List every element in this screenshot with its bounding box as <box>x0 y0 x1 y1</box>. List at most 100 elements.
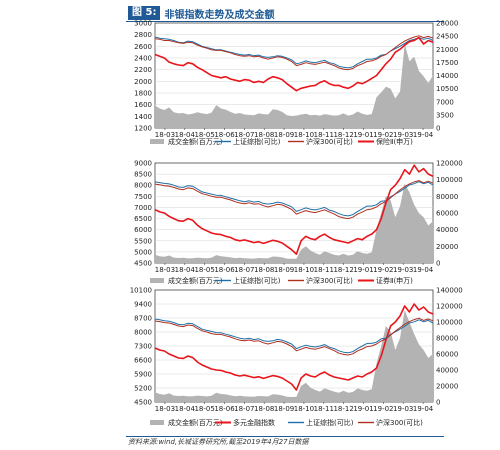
x-tick-label: 19-04 <box>413 131 434 139</box>
y-right-tick-label: 28000 <box>436 20 458 28</box>
x-tick-label: 18-07 <box>234 405 254 413</box>
x-tick-label: 18-10 <box>294 131 314 139</box>
legend-label: 保险Ⅱ(申万) <box>376 137 413 146</box>
figure-title: 非银指数走势及成交金额 <box>164 9 275 21</box>
x-tick-label: 18-10 <box>294 405 314 413</box>
x-tick-label: 18-11 <box>314 405 334 413</box>
y-right-tick-label: 14000 <box>436 72 458 80</box>
legend-label: 沪深300(可比) <box>376 418 423 427</box>
y-left-tick-label: 1200 <box>134 125 152 133</box>
y-right-tick-label: 20000 <box>436 383 458 391</box>
y-left-tick-label: 5500 <box>134 237 152 245</box>
y-left-tick-label: 10100 <box>130 287 152 295</box>
legend-label: 证券Ⅱ(申万) <box>376 276 413 285</box>
series-volume-area <box>155 183 433 263</box>
x-tick-label: 18-06 <box>214 131 235 139</box>
legend-label: 上证综指(可比) <box>306 418 354 427</box>
y-right-tick-label: 7000 <box>436 98 454 106</box>
y-left-tick-label: 2200 <box>134 66 152 74</box>
series-line-3 <box>154 164 434 255</box>
y-left-tick-label: 8000 <box>134 182 152 190</box>
y-left-tick-label: 2400 <box>134 55 152 63</box>
x-tick-label: 18-11 <box>314 131 334 139</box>
y-left-tick-label: 7000 <box>134 204 152 212</box>
header-rule <box>126 21 444 22</box>
x-tick-label: 18-11 <box>314 266 334 274</box>
series-line-3 <box>154 317 434 356</box>
x-tick-label: 18-03 <box>155 266 175 274</box>
y-left-tick-label: 4500 <box>134 399 152 407</box>
legend-swatch <box>150 278 164 283</box>
chart-panel-1: 1200 1400 1600 1800 2000 2200 2400 2600 2800 3000… <box>134 20 458 147</box>
y-right-tick-label: 0 <box>436 125 440 133</box>
y-left-tick-label: 4500 <box>134 260 152 268</box>
y-right-tick-label: 120000 <box>436 160 463 168</box>
y-left-tick-label: 2800 <box>134 31 152 39</box>
y-left-tick-label: 9400 <box>134 301 152 309</box>
x-tick-label: 18-08 <box>254 405 274 413</box>
y-left-tick-label: 6500 <box>134 215 152 223</box>
series-volume-area <box>155 43 433 128</box>
y-right-tick-label: 20000 <box>436 243 458 251</box>
x-tick-label: 18-08 <box>254 266 274 274</box>
y-left-tick-label: 6600 <box>134 357 152 365</box>
x-tick-label: 19-03 <box>393 405 413 413</box>
x-tick-label: 19-03 <box>393 266 413 274</box>
y-right-tick-label: 80000 <box>436 193 458 201</box>
x-tick-label: 18-12 <box>333 266 353 274</box>
source-note: 资料来源:wind,长城证券研究所,截至2019年4月27日数据 <box>128 438 309 446</box>
y-right-tick-label: 140000 <box>436 287 463 295</box>
x-tick-label: 18-06 <box>214 405 235 413</box>
legend-label: 沪深300(可比) <box>306 276 353 285</box>
y-right-tick-label: 21000 <box>436 46 458 54</box>
y-left-tick-label: 2000 <box>134 78 152 86</box>
y-left-tick-label: 8700 <box>134 315 152 323</box>
figure-header: 图 5: 非银指数走势及成交金额 <box>128 6 275 21</box>
x-tick-label: 18-10 <box>294 266 314 274</box>
y-right-tick-label: 0 <box>436 399 440 407</box>
y-right-tick-label: 40000 <box>436 226 458 234</box>
y-left-tick-label: 8500 <box>134 171 152 179</box>
y-left-tick-label: 5000 <box>134 248 152 256</box>
series-line-2 <box>154 318 434 354</box>
y-right-tick-label: 80000 <box>436 335 458 343</box>
legend-swatch <box>150 139 164 144</box>
y-left-tick-label: 7300 <box>134 343 152 351</box>
y-left-tick-label: 1600 <box>134 101 152 109</box>
y-left-tick-label: 8000 <box>134 329 152 337</box>
x-tick-label: 18-05 <box>194 405 214 413</box>
x-tick-label: 18-08 <box>254 131 274 139</box>
legend-label: 上证综指(可比) <box>233 137 281 146</box>
y-right-tick-label: 60000 <box>436 351 458 359</box>
x-tick-label: 18-04 <box>175 131 196 139</box>
y-left-tick-label: 6000 <box>134 226 152 234</box>
legend-swatch <box>150 420 164 425</box>
y-left-tick-label: 3000 <box>134 20 152 28</box>
y-right-tick-label: 17500 <box>436 59 458 67</box>
y-right-tick-label: 24500 <box>436 33 458 41</box>
x-tick-label: 19-04 <box>413 266 434 274</box>
x-tick-label: 19-01 <box>353 266 373 274</box>
y-right-tick-label: 100000 <box>436 176 463 184</box>
x-tick-label: 18-05 <box>194 266 214 274</box>
x-tick-label: 18-04 <box>175 266 196 274</box>
y-left-tick-label: 1800 <box>134 90 152 98</box>
chart-panel-2: 4500 5000 5500 6000 6500 7000 7500 8000 8500 9000… <box>134 160 463 286</box>
y-right-tick-label: 3500 <box>436 111 454 119</box>
y-right-tick-label: 10500 <box>436 85 458 93</box>
x-tick-label: 18-09 <box>274 266 294 274</box>
x-tick-label: 18-06 <box>214 266 235 274</box>
x-tick-label: 18-07 <box>234 266 254 274</box>
x-tick-label: 18-09 <box>274 131 294 139</box>
legend-label: 成交金额(百万元) <box>168 137 223 146</box>
series-line-2 <box>154 35 434 71</box>
y-left-tick-label: 5200 <box>134 385 152 393</box>
x-tick-label: 19-04 <box>413 405 434 413</box>
x-tick-label: 18-09 <box>274 405 294 413</box>
y-right-tick-label: 0 <box>436 260 440 268</box>
y-left-tick-label: 2600 <box>134 43 152 51</box>
footer-rule <box>126 436 444 437</box>
x-tick-label: 18-03 <box>155 405 175 413</box>
legend-label: 成交金额(百万元) <box>168 276 223 285</box>
x-tick-label: 19-02 <box>373 405 393 413</box>
